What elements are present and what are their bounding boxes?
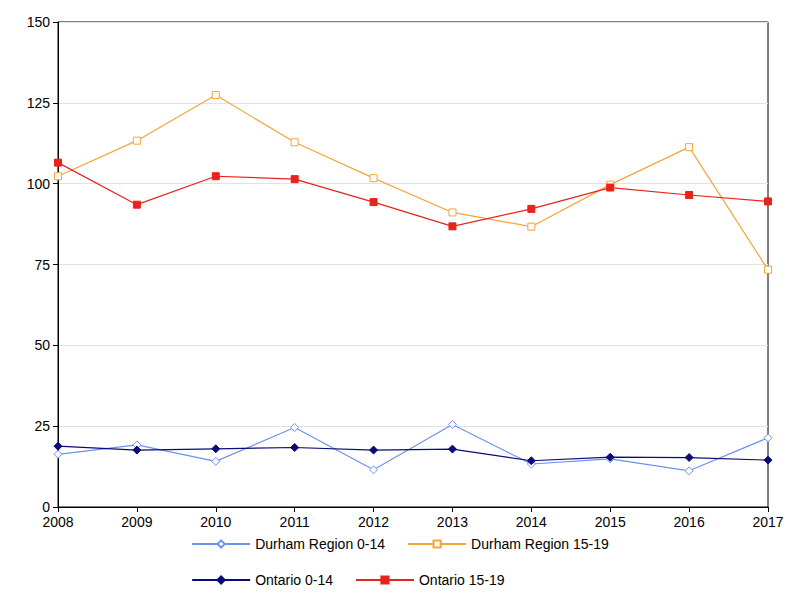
svg-text:Ontario 0-14: Ontario 0-14 <box>255 572 333 588</box>
svg-text:100: 100 <box>27 176 51 192</box>
svg-text:2009: 2009 <box>121 514 152 530</box>
svg-text:Durham Region 0-14: Durham Region 0-14 <box>255 536 385 552</box>
svg-text:Durham Region 15-19: Durham Region 15-19 <box>471 536 609 552</box>
svg-text:2008: 2008 <box>42 514 73 530</box>
svg-text:2014: 2014 <box>516 514 547 530</box>
svg-text:2010: 2010 <box>200 514 231 530</box>
svg-text:50: 50 <box>34 337 50 353</box>
svg-text:150: 150 <box>27 14 51 30</box>
svg-text:2016: 2016 <box>674 514 705 530</box>
svg-text:2012: 2012 <box>358 514 389 530</box>
svg-text:2015: 2015 <box>595 514 626 530</box>
svg-text:75: 75 <box>34 257 50 273</box>
svg-text:25: 25 <box>34 418 50 434</box>
svg-text:0: 0 <box>42 499 50 515</box>
svg-text:2013: 2013 <box>437 514 468 530</box>
svg-text:2011: 2011 <box>280 514 310 530</box>
svg-text:2017: 2017 <box>752 514 783 530</box>
svg-text:Ontario 15-19: Ontario 15-19 <box>419 572 505 588</box>
svg-text:125: 125 <box>27 95 51 111</box>
